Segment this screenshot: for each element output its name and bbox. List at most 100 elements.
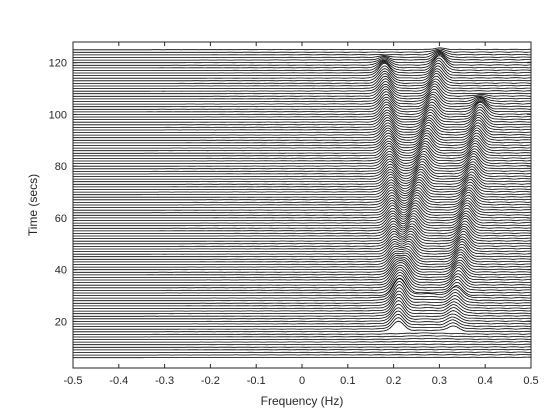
spectrum-trace <box>73 223 531 237</box>
spectrum-trace <box>73 338 532 340</box>
trace-mask <box>73 287 531 309</box>
spectrum-trace <box>73 340 532 343</box>
spectrum-trace <box>73 91 531 105</box>
spectrum-trace <box>73 70 532 84</box>
spectrum-trace <box>73 135 532 149</box>
trace-mask <box>73 257 531 276</box>
trace-mask <box>73 255 531 273</box>
spectrum-trace <box>73 78 531 92</box>
x-tick-label: -0.2 <box>201 375 220 387</box>
spectrum-trace <box>73 290 532 309</box>
spectrum-trace <box>73 260 532 278</box>
spectrum-trace <box>73 284 531 304</box>
trace-mask <box>73 300 531 320</box>
spectrum-trace <box>73 186 532 201</box>
spectrum-trace <box>73 250 531 265</box>
spectrum-trace <box>73 184 531 198</box>
spectrum-trace <box>73 313 532 328</box>
x-tick-label: 0.3 <box>432 375 447 387</box>
spectrum-trace <box>73 267 532 286</box>
spectrum-trace <box>73 98 532 113</box>
spectrum-trace <box>73 129 531 144</box>
trace-mask <box>73 278 531 299</box>
spectrum-trace <box>73 277 532 297</box>
trace-mask <box>73 294 531 315</box>
spectrum-trace <box>73 137 531 152</box>
spectrum-trace <box>73 217 532 232</box>
x-tick-label: 0.1 <box>340 375 355 387</box>
spectrum-trace <box>73 150 532 165</box>
trace-mask <box>73 253 531 271</box>
x-axis-ticks: -0.5 -0.4 -0.3 -0.2 -0.1 0 0.1 0.2 0.3 0.4 0.5 <box>64 42 539 387</box>
spectrum-trace <box>73 148 532 162</box>
spectrum-trace <box>73 204 531 219</box>
x-tick-label: 0.5 <box>523 375 538 387</box>
x-tick-label: 0.2 <box>386 375 401 387</box>
spectrum-trace <box>73 75 531 90</box>
y-axis-label: Time (secs) <box>26 174 40 236</box>
spectrum-trace <box>73 145 531 159</box>
spectrum-trace <box>73 48 531 53</box>
spectrum-trace <box>73 256 531 273</box>
spectrum-trace <box>73 179 532 193</box>
spectrum-trace <box>73 68 532 82</box>
trace-mask <box>73 267 531 289</box>
x-tick-label: -0.4 <box>109 375 128 387</box>
trace-group <box>73 47 532 361</box>
spectrum-trace <box>73 212 531 227</box>
spectrum-trace <box>73 127 532 141</box>
spectrum-trace <box>73 52 531 64</box>
spectrum-trace <box>73 109 532 123</box>
spectrum-trace <box>73 57 531 71</box>
spectrum-trace <box>73 93 532 108</box>
spectrum-trace <box>73 124 532 139</box>
y-tick-label: 120 <box>49 58 67 70</box>
spectrum-trace <box>73 207 532 221</box>
spectrum-trace <box>73 51 532 61</box>
trace-mask <box>73 317 531 333</box>
trace-mask <box>73 47 531 53</box>
spectrum-trace <box>73 300 531 317</box>
spectrum-trace <box>73 272 532 291</box>
trace-mask <box>73 262 531 284</box>
trace-mask <box>73 291 531 312</box>
trace-mask <box>73 278 531 302</box>
spectrum-trace <box>73 215 532 229</box>
spectrum-trace <box>73 248 532 263</box>
spectrum-trace <box>73 181 532 196</box>
spectrum-trace <box>73 114 532 128</box>
x-tick-label: -0.5 <box>64 375 83 387</box>
spectrum-trace <box>73 55 532 69</box>
spectrum-trace <box>73 106 532 121</box>
spectrum-trace <box>73 104 531 118</box>
trace-mask <box>73 281 531 304</box>
spectrum-trace <box>73 307 532 322</box>
y-tick-label: 60 <box>55 213 67 225</box>
spectrum-trace <box>73 197 531 211</box>
spectrum-trace <box>73 101 531 115</box>
trace-mask <box>73 130 531 146</box>
x-axis-label: Frequency (Hz) <box>261 394 344 408</box>
spectrum-trace <box>73 269 532 289</box>
spectrum-trace <box>73 122 532 136</box>
spectrum-trace <box>73 238 532 253</box>
spectrum-trace <box>73 225 531 240</box>
y-tick-label: 100 <box>49 109 67 121</box>
x-tick-label: 0.4 <box>478 375 493 387</box>
spectrum-trace <box>73 258 532 276</box>
spectrum-trace <box>73 176 532 190</box>
spectrum-trace <box>73 158 532 172</box>
y-tick-label: 80 <box>55 161 67 173</box>
spectrum-trace <box>73 310 532 325</box>
trace-mask <box>73 304 531 322</box>
spectrum-trace <box>73 320 531 333</box>
spectrum-trace <box>73 281 532 302</box>
spectrum-trace <box>73 220 532 234</box>
spectrum-trace <box>73 47 532 51</box>
spectrum-trace <box>73 81 532 95</box>
spectrum-trace <box>73 264 532 284</box>
trace-mask <box>73 133 531 149</box>
spectrum-trace <box>73 142 532 157</box>
spectrum-trace <box>73 194 532 209</box>
